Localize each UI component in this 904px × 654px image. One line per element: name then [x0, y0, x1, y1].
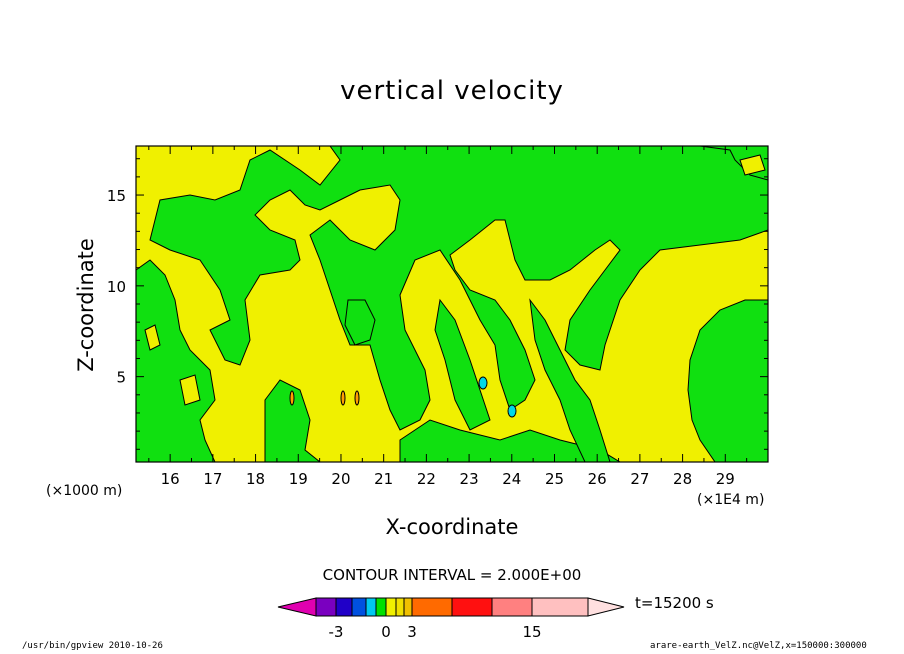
x-tick-label: 28	[673, 470, 692, 488]
x-tick-label: 17	[203, 470, 222, 488]
green-region-right-center	[529, 298, 611, 462]
green-region-bottom-center	[399, 419, 621, 462]
x-tick-label: 27	[630, 470, 649, 488]
x-tick-label: 23	[460, 470, 479, 488]
cyan-cell-1	[478, 376, 488, 390]
contour-interval: CONTOUR INTERVAL = 2.000E+00	[322, 566, 582, 584]
yellow-island-mid	[179, 374, 201, 406]
colorbar-segment	[335, 597, 353, 617]
x-tick-label: 21	[374, 470, 393, 488]
colorbar-segment	[351, 597, 367, 617]
y-tick-label: 10	[107, 278, 126, 296]
green-region-center-lower	[264, 379, 321, 462]
cyan-cell-2	[507, 404, 517, 418]
colorbar-segment	[315, 597, 337, 617]
colorbar-segment	[403, 597, 413, 617]
x-tick-label: 29	[716, 470, 735, 488]
green-region-mid-band	[434, 298, 491, 431]
x-tick-label: 25	[545, 470, 564, 488]
x-tick-label: 22	[417, 470, 436, 488]
yellow-island-left	[144, 324, 161, 351]
x-tick-label: 18	[246, 470, 265, 488]
colorbar-segment	[491, 597, 533, 617]
colorbar-label: 0	[381, 623, 391, 641]
footer-right: arare-earth_VelZ.nc@VelZ,x=150000:300000	[650, 641, 867, 651]
orange-cell-3	[289, 390, 295, 406]
colorbar: -3 0 3 15	[277, 597, 625, 641]
y-tick-label: 15	[107, 187, 126, 205]
colorbar-segment	[451, 597, 493, 617]
colorbar-label: 3	[407, 623, 417, 641]
x-tick-label: 24	[502, 470, 521, 488]
green-region-right-lower	[687, 299, 768, 462]
colorbar-segment	[375, 597, 387, 617]
x-tick-label: 26	[588, 470, 607, 488]
x-axis-label: X-coordinate	[385, 515, 519, 539]
x-tick-label: 19	[289, 470, 308, 488]
x-tick-label: 16	[161, 470, 180, 488]
green-region-left-lower	[136, 259, 216, 462]
x-unit-right: (×1E4 m)	[697, 492, 765, 508]
x-tick-label: 20	[331, 470, 350, 488]
x-unit-left: (×1000 m)	[46, 483, 123, 499]
orange-cell-2	[354, 390, 360, 406]
time-label: t=15200 s	[635, 594, 714, 612]
y-axis-ticks: 5 10 15	[107, 158, 768, 450]
x-axis-ticks: 16 17 18 19 20 21 22 23 24 25 26 27 28 29	[148, 146, 769, 488]
chart-title: vertical velocity	[340, 76, 564, 106]
colorbar-label: 15	[522, 623, 541, 641]
orange-cell-1	[340, 390, 346, 406]
colorbar-left-arrow	[277, 597, 317, 617]
plot-field	[136, 146, 768, 462]
colorbar-segment	[395, 597, 405, 617]
green-region-top-left	[136, 146, 768, 431]
footer-left: /usr/bin/gpview 2010-10-26	[22, 641, 163, 651]
colorbar-right-arrow	[587, 597, 625, 617]
colorbar-label: -3	[329, 623, 344, 641]
colorbar-segment	[411, 597, 453, 617]
yellow-island-right	[739, 154, 766, 176]
colorbar-segment	[385, 597, 397, 617]
colorbar-segment	[531, 597, 589, 617]
y-tick-label: 5	[116, 369, 126, 387]
colorbar-segment	[365, 597, 377, 617]
green-region-islands	[344, 299, 376, 346]
